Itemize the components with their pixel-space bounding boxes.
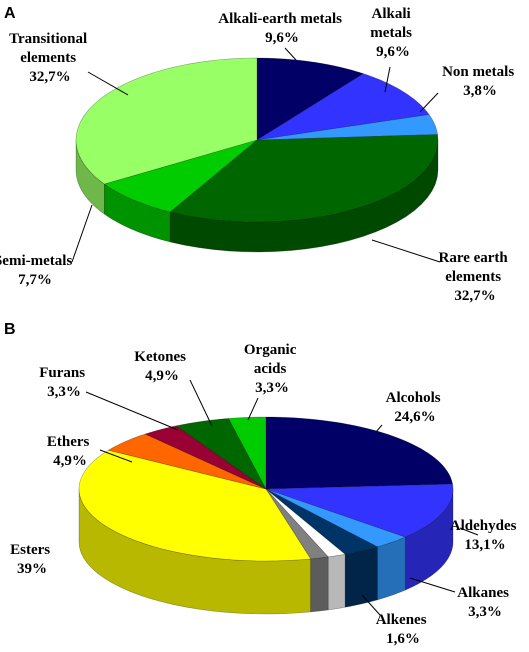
leader-b-alkanes xyxy=(409,577,456,593)
leader-lines xyxy=(71,47,479,616)
pie-slice-esters-6 xyxy=(78,449,312,562)
panel-label-b: B xyxy=(4,321,16,338)
leader-a-alkaliearth xyxy=(284,47,297,61)
leader-a-rareearth xyxy=(371,239,441,263)
leader-b-ethers xyxy=(99,449,133,463)
pie-slice-alcohols-0 xyxy=(265,416,453,490)
leader-b-furans xyxy=(85,391,179,431)
pie-side-alkanes-3 xyxy=(344,546,378,608)
label-b-alcohols: Alcohols 24,6% xyxy=(386,390,445,425)
pie-slice-alkenes-5 xyxy=(265,488,329,560)
label-a-alkaliearth: Alkali-earth metals 9,6% xyxy=(218,11,345,46)
leader-a-semimetals xyxy=(71,204,93,263)
label-a-transitional: Transitional elements 32,7% xyxy=(9,31,91,85)
leader-b-organic xyxy=(247,397,259,421)
pie-slice-alkali-earth-metals-0 xyxy=(256,57,364,141)
pie-side-alkenes-5 xyxy=(310,556,329,613)
pie-slice-transitional-elements-5 xyxy=(75,57,258,185)
label-b-organic: Organic acids 3,3% xyxy=(244,342,300,396)
leader-b-ketones xyxy=(189,379,213,427)
label-a-semimetals: Semi-metals 7,7% xyxy=(0,253,76,288)
leader-b-aldehydes xyxy=(459,527,479,536)
leader-a-alkali xyxy=(384,66,391,93)
pie-side-transitional-elements-5 xyxy=(75,139,105,215)
label-b-furans: Furans 3,3% xyxy=(39,365,89,400)
leader-b-alkenes xyxy=(361,594,381,616)
pie-slice-ethers-7 xyxy=(107,433,267,490)
panel-label-a: A xyxy=(4,5,16,22)
pie-chart-b xyxy=(78,416,454,615)
pie-slice-non-metals-2 xyxy=(256,114,438,141)
pie-slice-aldehydes-1 xyxy=(265,483,454,538)
pie-slice-alkali-metals-1 xyxy=(256,73,430,141)
leader-a-nonmetals xyxy=(419,92,439,113)
label-b-alkanes: Alkanes 3,3% xyxy=(457,585,512,620)
pie-slice-organic-acids-10 xyxy=(228,416,267,490)
pie-slice-rare-earth-elements-3 xyxy=(169,134,439,223)
label-a-alkali: Alkali metals 9,6% xyxy=(370,6,415,60)
pie-side-unlabeled-2 xyxy=(377,536,406,601)
label-b-alkenes: Alkenes 1,6% xyxy=(376,612,431,647)
label-b-esters: Esters 39% xyxy=(10,542,54,577)
leader-a-transitional xyxy=(87,71,129,96)
label-a-rareearth: Rare earth elements 32,7% xyxy=(438,250,511,304)
label-b-aldehydes: Aldehydes 13,1% xyxy=(450,518,520,553)
leader-b-alcohols xyxy=(375,424,383,433)
label-a-nonmetals: Non metals 3,8% xyxy=(442,64,518,99)
pie-slice-alkanes-3 xyxy=(265,488,379,555)
pie-slice-unlabeled-2 xyxy=(265,488,407,548)
pie-slice-unlabeled-4 xyxy=(265,488,346,558)
pie-side-unlabeled-4 xyxy=(327,553,346,611)
label-b-ethers: Ethers 4,9% xyxy=(47,434,93,469)
pie-slice-ketones-9 xyxy=(175,418,267,490)
pie-slice-semi-metals-4 xyxy=(103,139,258,213)
pie-chart-a xyxy=(75,57,439,253)
label-b-ketones: Ketones 4,9% xyxy=(134,349,189,384)
